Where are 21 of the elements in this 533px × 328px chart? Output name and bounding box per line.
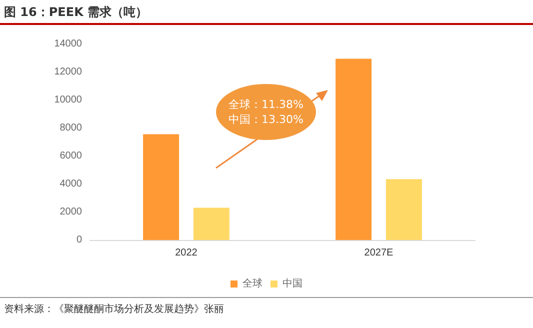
- legend-label: 全球: [242, 278, 262, 290]
- y-tick-label: 6000: [60, 150, 82, 162]
- annotation: 中国：13.30%: [228, 112, 304, 127]
- legend-label: 中国: [282, 278, 302, 290]
- y-tick-label: 8000: [60, 122, 82, 134]
- callout-bubble: 全球：11.38% 中国：13.30%: [216, 84, 316, 140]
- y-tick-label: 0: [76, 234, 82, 246]
- bar: [193, 208, 230, 240]
- x-tick-label: 2022: [175, 248, 198, 258]
- y-tick-label: 12000: [54, 66, 82, 78]
- bar: [336, 58, 372, 240]
- bar: [386, 179, 422, 240]
- text: 资料来源：《聚醚醚酮市场分析及发展趋势》张丽: [4, 302, 224, 316]
- y-tick-label: 4000: [60, 178, 82, 190]
- y-tick-label: 2000: [60, 206, 82, 218]
- x-tick-label: 2027E: [364, 248, 394, 258]
- y-tick-label: 14000: [54, 38, 82, 50]
- chart-title: 图 16：PEEK 需求（吨）: [4, 4, 148, 21]
- annotation: 全球：11.38%: [228, 97, 304, 112]
- bar: [143, 134, 180, 240]
- y-tick-label: 10000: [54, 94, 82, 106]
